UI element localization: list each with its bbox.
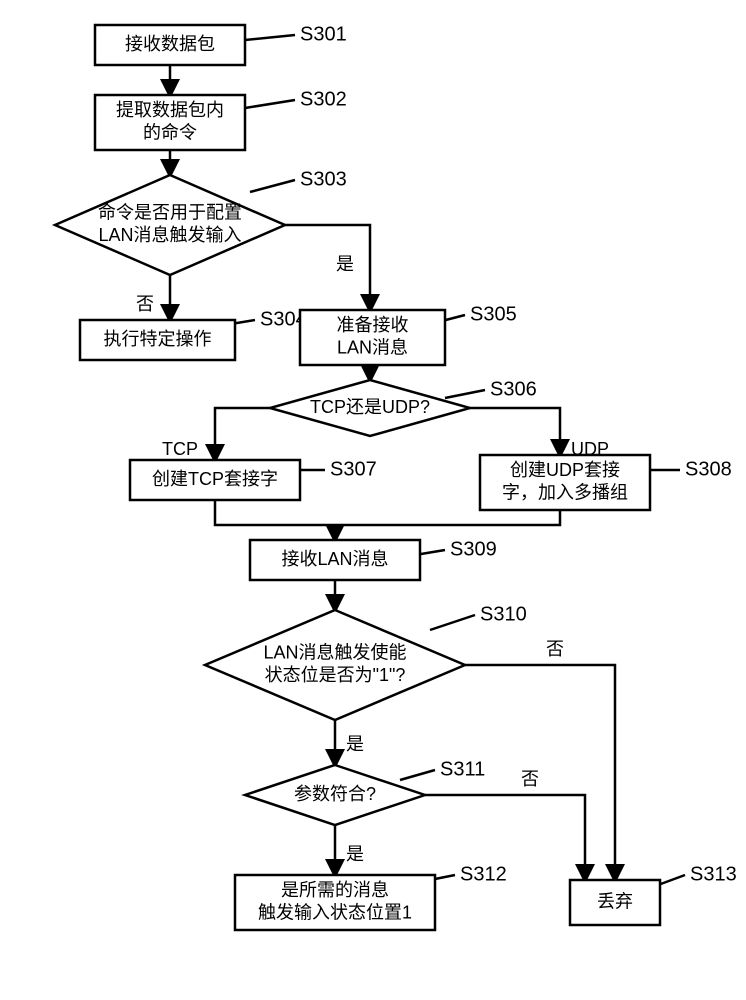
svg-text:接收LAN消息: 接收LAN消息 [281,549,388,569]
step-label: S307 [330,458,377,480]
svg-text:创建UDP套接: 创建UDP套接 [510,460,620,480]
step-label: S312 [460,863,507,885]
step-label: S302 [300,88,347,110]
svg-text:命令是否用于配置: 命令是否用于配置 [98,203,242,223]
edge-label: 否 [521,769,539,789]
svg-text:接收数据包: 接收数据包 [125,34,215,54]
flowchart-canvas: 否是TCPUDP是否是否接收数据包S301提取数据包内的命令S302命令是否用于… [0,0,746,1000]
step-label: S301 [300,23,347,45]
edge-label: 否 [136,294,154,314]
step-label: S308 [685,458,732,480]
svg-text:执行特定操作: 执行特定操作 [104,329,212,349]
svg-text:字，加入多播组: 字，加入多播组 [502,483,628,503]
step-label: S306 [490,378,537,400]
edge-label: TCP [162,439,198,459]
svg-text:丢弃: 丢弃 [597,891,633,911]
edge-label: 是 [346,844,364,864]
step-label: S309 [450,538,497,560]
svg-text:的命令: 的命令 [143,123,197,143]
step-label: S313 [690,863,737,885]
svg-text:LAN消息: LAN消息 [337,338,408,358]
edge-label: 是 [336,254,354,274]
svg-text:LAN消息触发输入: LAN消息触发输入 [98,225,241,245]
edge [285,225,370,310]
step-label: S303 [300,168,347,190]
svg-text:准备接收: 准备接收 [337,315,409,335]
svg-text:参数符合?: 参数符合? [294,784,376,804]
svg-text:LAN消息触发使能: LAN消息触发使能 [263,643,406,663]
svg-text:状态位是否为"1"?: 状态位是否为"1"? [265,665,406,685]
svg-text:TCP还是UDP?: TCP还是UDP? [310,397,430,417]
edge [465,665,615,880]
edge [335,510,560,525]
step-label: S310 [480,603,527,625]
svg-text:触发输入状态位置1: 触发输入状态位置1 [258,903,412,923]
svg-text:提取数据包内: 提取数据包内 [116,100,224,120]
svg-text:创建TCP套接字: 创建TCP套接字 [152,469,278,489]
svg-text:是所需的消息: 是所需的消息 [281,880,389,900]
edge-label: 是 [346,734,364,754]
step-label: S305 [470,303,517,325]
edge [215,408,270,460]
edge [470,408,560,455]
edge [215,500,335,525]
edge-label: 否 [546,639,564,659]
step-label: S311 [440,758,485,780]
